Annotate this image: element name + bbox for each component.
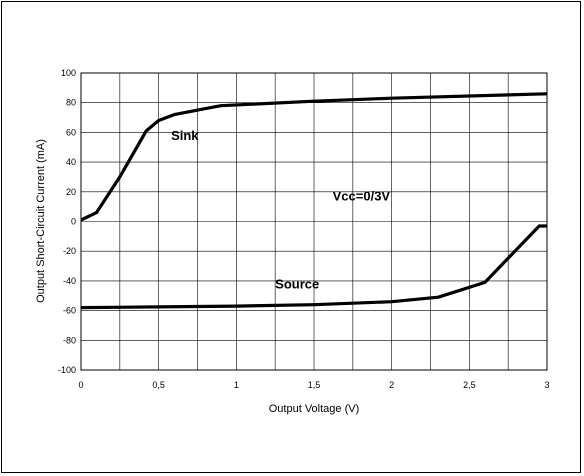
y-axis-title: Output Short-Circuit Current (mA) <box>35 139 47 303</box>
y-tick-label: 100 <box>61 68 76 78</box>
series-line-source <box>80 224 547 310</box>
annotation-label: Source <box>275 276 319 291</box>
y-tick-label: 40 <box>66 157 76 167</box>
x-tick-label: 2 <box>389 380 394 390</box>
y-tick-labels: 100 80 60 40 20 0 -20 -40 -60 -80 -100 <box>58 68 76 375</box>
y-tick-label: -20 <box>63 246 76 256</box>
x-tick-label: 3 <box>544 380 549 390</box>
grid <box>80 72 548 371</box>
x-tick-label: 0 <box>78 380 83 390</box>
x-tick-label: 1,5 <box>308 380 321 390</box>
x-axis-title: Output Voltage (V) <box>269 403 360 415</box>
y-tick-label: -80 <box>63 335 76 345</box>
x-tick-label: 0,5 <box>152 380 165 390</box>
y-tick-label: -100 <box>58 365 76 375</box>
x-tick-labels: 0 0,5 1 1,5 2 2,5 3 <box>78 380 549 390</box>
x-tick-label: 1 <box>234 380 239 390</box>
y-tick-label: 20 <box>66 187 76 197</box>
y-tick-label: 60 <box>66 127 76 137</box>
series-line-sink <box>80 92 548 222</box>
y-tick-label: 0 <box>71 217 76 227</box>
y-tick-label: -60 <box>63 306 76 316</box>
annotation-label: Sink <box>171 128 199 143</box>
y-tick-label: 80 <box>66 98 76 108</box>
x-tick-label: 2,5 <box>463 380 476 390</box>
y-tick-label: -40 <box>63 276 76 286</box>
annotation-label: Vcc=0/3V <box>333 189 391 204</box>
annotations: Sink Vcc=0/3V Source <box>171 128 390 292</box>
plot-area-border <box>80 72 548 371</box>
series-lines <box>80 92 548 310</box>
